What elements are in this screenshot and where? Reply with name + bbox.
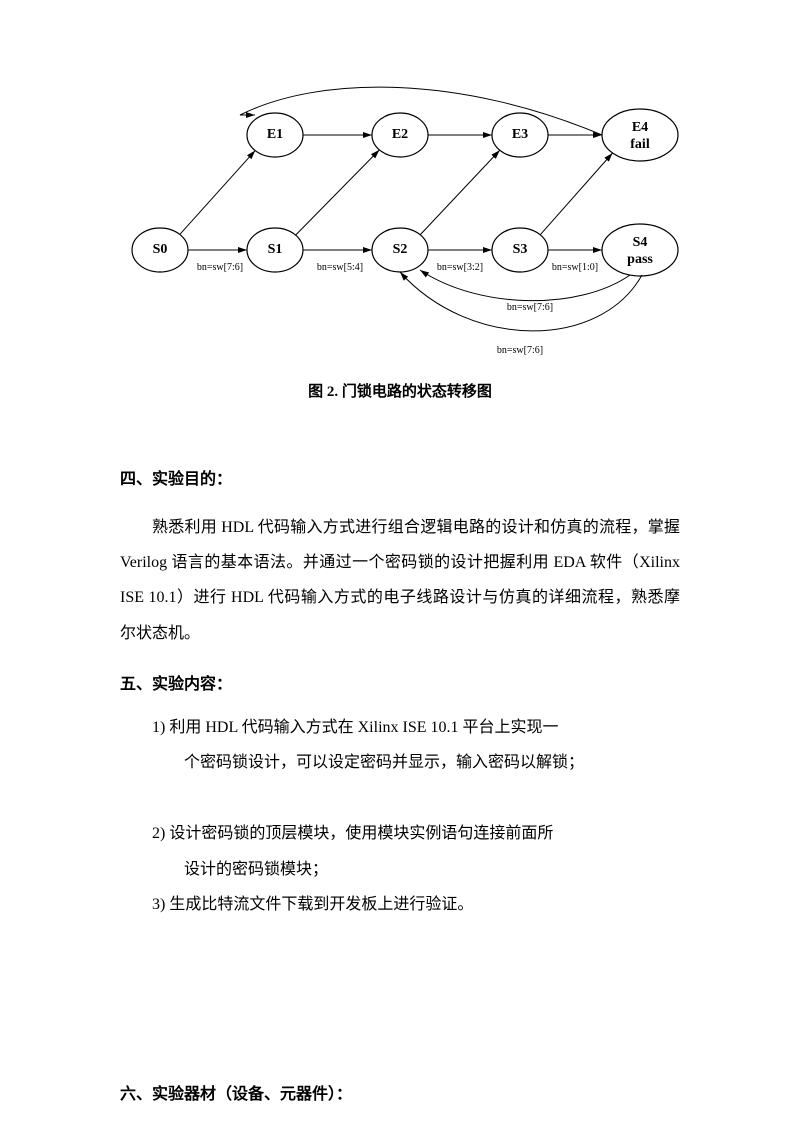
list-item: 3) 生成比特流文件下载到开发板上进行验证。 xyxy=(120,887,680,922)
svg-text:S4: S4 xyxy=(633,235,648,250)
section-6-title: 六、实验器材（设备、元器件）： xyxy=(120,1080,680,1104)
svg-text:E1: E1 xyxy=(267,127,283,142)
svg-text:E2: E2 xyxy=(392,127,408,142)
svg-text:E4: E4 xyxy=(632,120,648,135)
svg-text:bn=sw[3:2]: bn=sw[3:2] xyxy=(437,262,483,273)
svg-text:bn=sw[7:6]: bn=sw[7:6] xyxy=(497,345,543,356)
section-5-title: 五、实验内容： xyxy=(120,670,680,694)
list-item-continuation: 个密码锁设计，可以设定密码并显示，输入密码以解锁； xyxy=(120,745,680,780)
list-item: 1) 利用 HDL 代码输入方式在 Xilinx ISE 10.1 平台上实现一 xyxy=(120,710,680,745)
svg-text:S1: S1 xyxy=(268,242,283,257)
section-4-paragraph: 熟悉利用 HDL 代码输入方式进行组合逻辑电路的设计和仿真的流程，掌握 Veri… xyxy=(120,510,680,651)
svg-text:bn=sw[7:6]: bn=sw[7:6] xyxy=(507,302,553,313)
svg-text:bn=sw[7:6]: bn=sw[7:6] xyxy=(197,262,243,273)
list-item-continuation: 设计的密码锁模块； xyxy=(120,852,680,887)
svg-text:S0: S0 xyxy=(153,242,168,257)
svg-text:S3: S3 xyxy=(513,242,528,257)
svg-text:E3: E3 xyxy=(512,127,528,142)
svg-text:bn=sw[5:4]: bn=sw[5:4] xyxy=(317,262,363,273)
svg-text:bn=sw[1:0]: bn=sw[1:0] xyxy=(552,262,598,273)
svg-text:S2: S2 xyxy=(393,242,408,257)
svg-text:pass: pass xyxy=(627,252,653,267)
state-diagram: S0 S1 S2 S3 S4 pass E1 E2 E3 E4 fail bn=sw[7:6] bn=s… xyxy=(120,85,700,365)
figure-caption: 图 2. 门锁电路的状态转移图 xyxy=(0,380,800,401)
svg-text:fail: fail xyxy=(630,137,650,152)
section-5-list: 1) 利用 HDL 代码输入方式在 Xilinx ISE 10.1 平台上实现一… xyxy=(120,710,680,922)
section-4-title: 四、实验目的： xyxy=(120,465,680,489)
list-item: 2) 设计密码锁的顶层模块，使用模块实例语句连接前面所 xyxy=(120,816,680,851)
